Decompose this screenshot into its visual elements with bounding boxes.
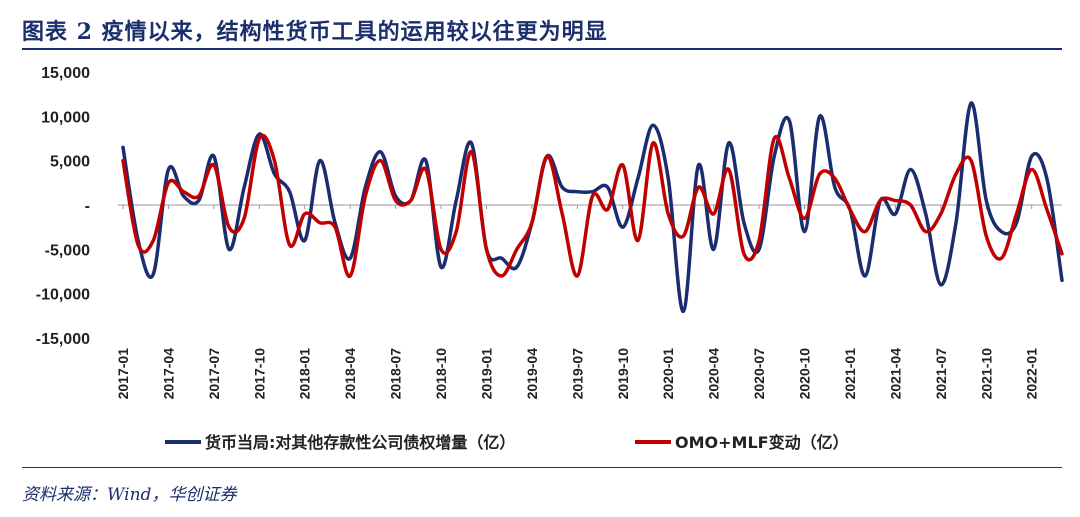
- x-tick-label: 2021-01: [842, 348, 858, 400]
- x-tick-label: 2021-04: [887, 348, 903, 400]
- figure-title: 图表 2 疫情以来，结构性货币工具的运用较以往更为明显: [22, 19, 608, 45]
- series-line-2: [121, 133, 1064, 278]
- x-tick-label: 2020-07: [751, 348, 767, 400]
- chart-legend: 货币当局:对其他存款性公司债权增量（亿） OMO+MLF变动（亿）: [165, 433, 849, 452]
- x-tick-label: 2017-01: [115, 348, 131, 400]
- x-tick-label: 2019-07: [569, 348, 585, 400]
- x-tick-label: 2020-10: [797, 348, 813, 400]
- x-tick-label: 2018-01: [297, 348, 313, 400]
- y-tick-label: 15,000: [41, 65, 90, 82]
- y-tick-label: -10,000: [36, 287, 90, 304]
- x-axis: 2017-01 2017-04 2017-07 2017-10 2018-01 2018-…: [115, 205, 1040, 399]
- x-tick-label: 2021-10: [978, 348, 994, 400]
- x-tick-label: 2022-01: [1024, 348, 1040, 400]
- y-tick-label: 5,000: [50, 154, 90, 171]
- plot-area: [121, 101, 1064, 314]
- series-line-1: [121, 101, 1064, 314]
- source-note: 资料来源：Wind，华创证券: [22, 485, 237, 505]
- x-tick-label: 2019-01: [478, 348, 494, 400]
- y-tick-label: 10,000: [41, 109, 90, 126]
- x-tick-label: 2021-07: [933, 348, 949, 400]
- x-tick-label: 2017-04: [160, 348, 176, 400]
- x-tick-label: 2020-01: [660, 348, 676, 400]
- source-divider: [22, 467, 1062, 468]
- x-tick-label: 2018-04: [342, 348, 358, 400]
- x-tick-label: 2019-10: [615, 348, 631, 400]
- x-tick-label: 2017-10: [251, 348, 267, 400]
- y-axis: 15,000 10,000 5,000 - -5,000 -10,000 -15,000: [36, 65, 90, 348]
- y-tick-label: -: [85, 198, 90, 215]
- x-tick-label: 2020-04: [706, 348, 722, 400]
- line-chart: 15,000 10,000 5,000 - -5,000 -10,000 -15,000 2…: [36, 65, 1064, 452]
- x-tick-label: 2018-07: [388, 348, 404, 400]
- x-tick-label: 2017-07: [206, 348, 222, 400]
- x-tick-label: 2018-10: [433, 348, 449, 400]
- legend-label-2: OMO+MLF变动（亿）: [675, 433, 849, 452]
- y-tick-label: -5,000: [45, 242, 90, 259]
- legend-label-1: 货币当局:对其他存款性公司债权增量（亿）: [205, 433, 515, 452]
- x-tick-label: 2019-04: [524, 348, 540, 400]
- y-tick-label: -15,000: [36, 331, 90, 348]
- title-divider: [22, 48, 1062, 50]
